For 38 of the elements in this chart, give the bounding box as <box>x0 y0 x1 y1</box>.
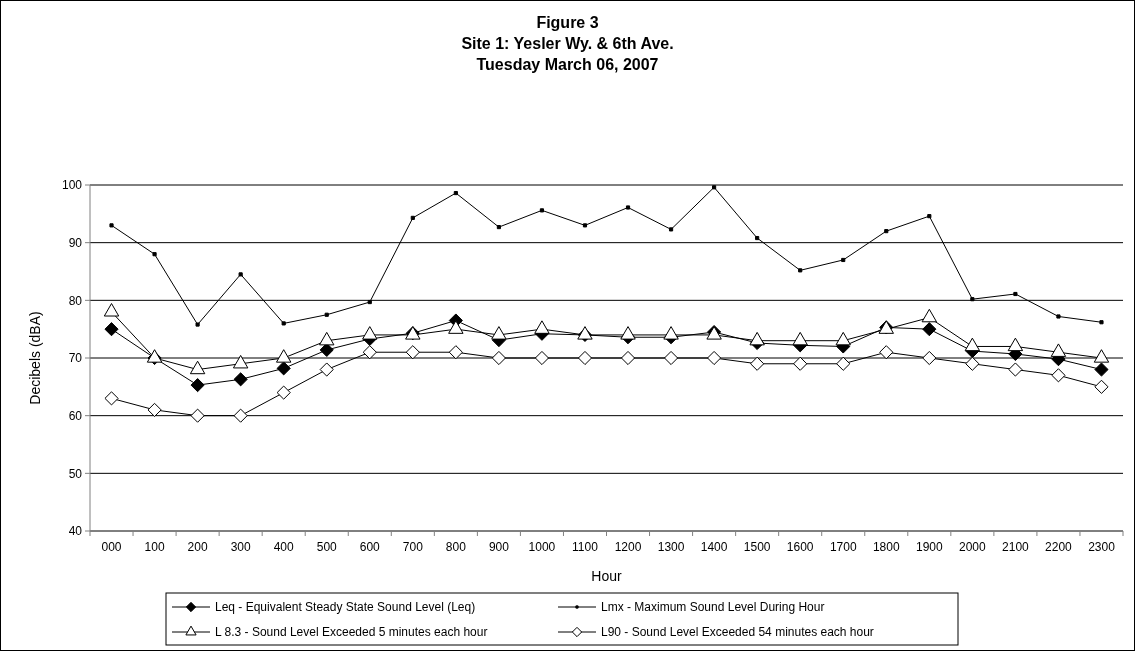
x-tick-label: 1000 <box>528 540 556 554</box>
legend-label: L90 - Sound Level Exceeded 54 minutes each hour <box>601 625 874 640</box>
y-axis-title: Decibels (dBA) <box>27 311 43 405</box>
x-tick-label: 200 <box>187 540 208 554</box>
y-tick-label: 70 <box>68 351 83 366</box>
y-tick-label: 80 <box>68 293 83 308</box>
y-tick-label: 100 <box>61 178 83 193</box>
x-tick-label: 1900 <box>915 540 943 554</box>
x-tick-label: 400 <box>273 540 295 554</box>
x-tick-label: 300 <box>230 540 251 554</box>
y-tick-label: 40 <box>68 524 83 539</box>
x-tick-label: 1400 <box>700 540 728 554</box>
x-tick-label: 900 <box>488 540 510 554</box>
y-tick-label: 90 <box>68 235 83 250</box>
x-axis-title: Hour <box>591 568 622 584</box>
x-tick-label: 1500 <box>743 540 771 554</box>
x-tick-label: 2300 <box>1088 540 1116 554</box>
x-tick-label: 1100 <box>572 540 599 554</box>
legend-label: L 8.3 - Sound Level Exceeded 5 minutes each hour <box>215 625 488 640</box>
chart-title: Figure 3 Site 1: Yesler Wy. & 6th Ave. Tuesday March 06, 2007 <box>461 14 674 73</box>
x-tick-label: 800 <box>445 540 467 554</box>
x-tick-label: 2200 <box>1045 540 1073 554</box>
x-tick-label: 1800 <box>872 540 900 554</box>
y-tick-label: 50 <box>68 466 83 481</box>
x-tick-label: 1600 <box>786 540 814 554</box>
y-tick-label: 60 <box>68 408 83 423</box>
legend-label: Lmx - Maximum Sound Level During Hour <box>601 600 825 615</box>
x-tick-label: 000 <box>101 540 122 554</box>
x-tick-label: 700 <box>402 540 424 554</box>
x-tick-label: 1200 <box>614 540 642 554</box>
x-tick-label: 100 <box>144 540 165 554</box>
legend-label: Leq - Equivalent Steady State Sound Level (Leq) <box>215 600 476 615</box>
x-tick-label: 600 <box>359 540 381 554</box>
x-tick-label: 1700 <box>829 540 857 554</box>
x-tick-label: 2100 <box>1002 540 1030 554</box>
x-tick-label: 1300 <box>657 540 685 554</box>
x-tick-label: 500 <box>316 540 338 554</box>
x-tick-label: 2000 <box>959 540 987 554</box>
